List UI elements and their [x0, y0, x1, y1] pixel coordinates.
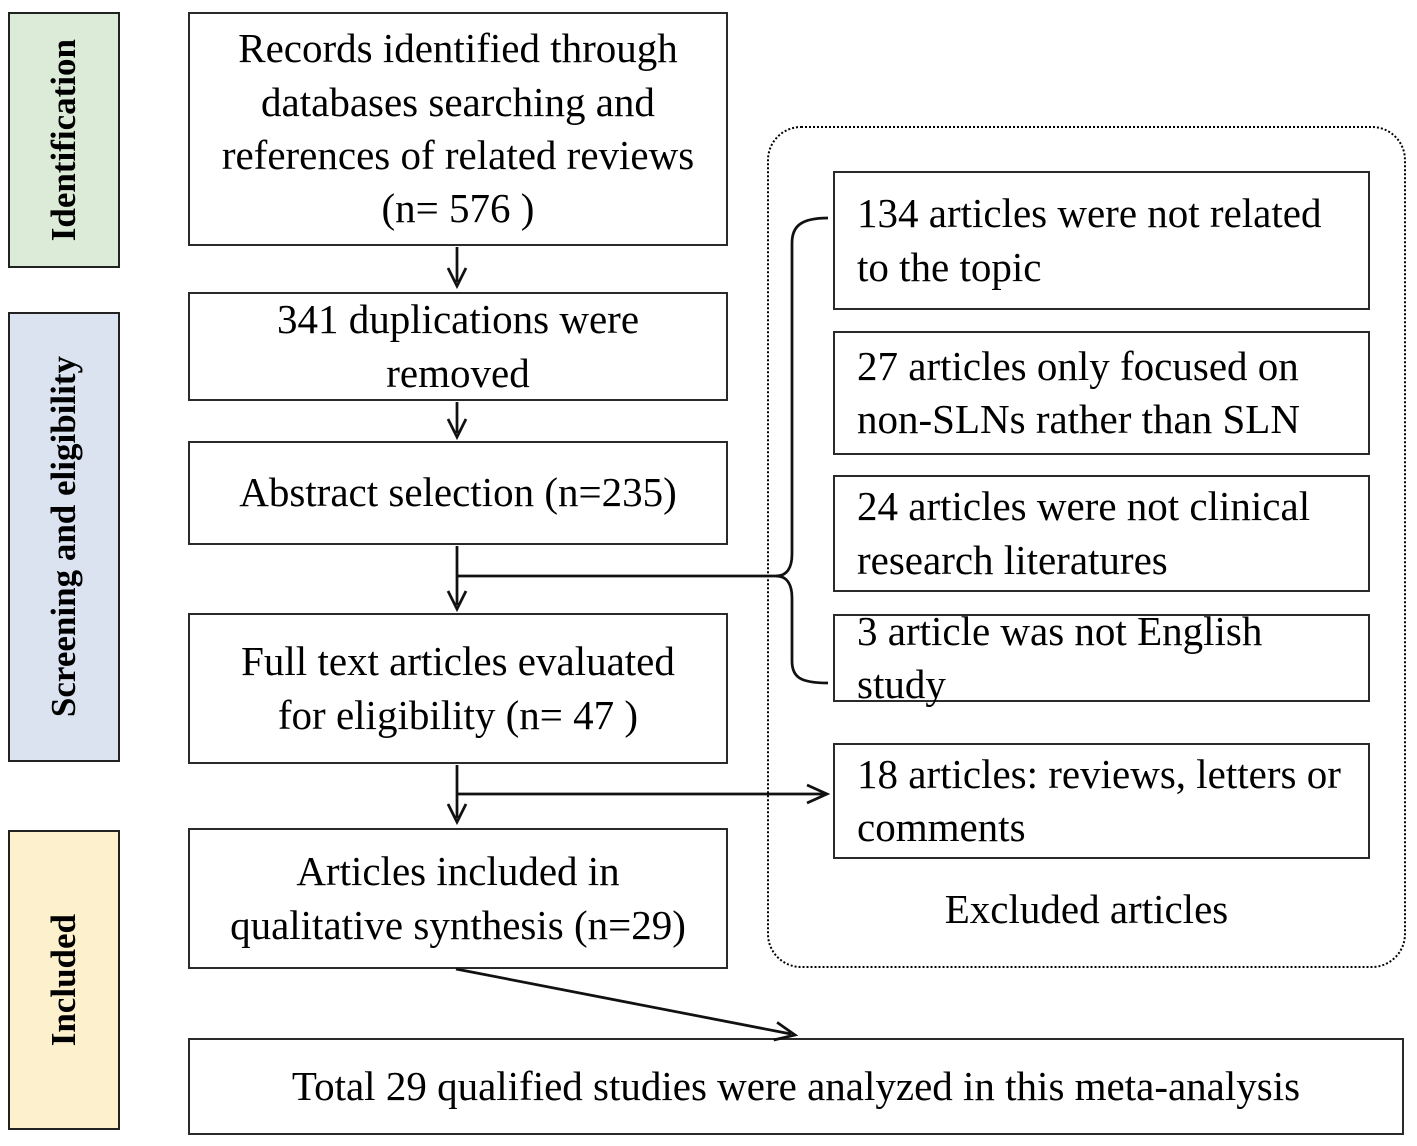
excluded-not-related-box: 134 articles were not related to the top… — [833, 171, 1370, 310]
stage-identification-label: Identification — [44, 38, 83, 242]
arrow-fulltext-to-qualitative — [446, 765, 468, 826]
arrow-abstract-to-fulltext — [446, 546, 468, 613]
excluded-articles-container — [767, 126, 1406, 968]
stage-included-label: Included — [44, 913, 83, 1047]
excluded-articles-title: Excluded articles — [944, 886, 1229, 932]
arrow-records-to-duplications — [446, 247, 468, 290]
stage-screening-eligibility: Screening and eligibility — [8, 312, 120, 762]
excluded-non-sln-box: 27 articles only focused on non-SLNs rat… — [833, 331, 1370, 455]
full-text-evaluated-box: Full text articles evaluated for eligibi… — [188, 613, 728, 764]
records-identified-box: Records identified through databases sea… — [188, 12, 728, 246]
qualitative-synthesis-box: Articles included in qualitative synthes… — [188, 828, 728, 969]
excluded-not-clinical-box: 24 articles were not clinical research l… — [833, 475, 1370, 592]
stage-screening-eligibility-label: Screening and eligibility — [44, 356, 83, 718]
stage-included: Included — [8, 830, 120, 1130]
stage-identification: Identification — [8, 12, 120, 268]
excluded-reviews-letters-box: 18 articles: reviews, letters or comment… — [833, 743, 1370, 859]
duplications-removed-box: 341 duplications were removed — [188, 292, 728, 401]
arrow-duplications-to-abstract — [446, 402, 468, 441]
total-analyzed-box: Total 29 qualified studies were analyzed… — [188, 1038, 1404, 1135]
arrow-qualitative-to-total — [455, 967, 799, 1042]
abstract-selection-box: Abstract selection (n=235) — [188, 441, 728, 545]
excluded-not-english-box: 3 article was not English study — [833, 608, 1370, 707]
